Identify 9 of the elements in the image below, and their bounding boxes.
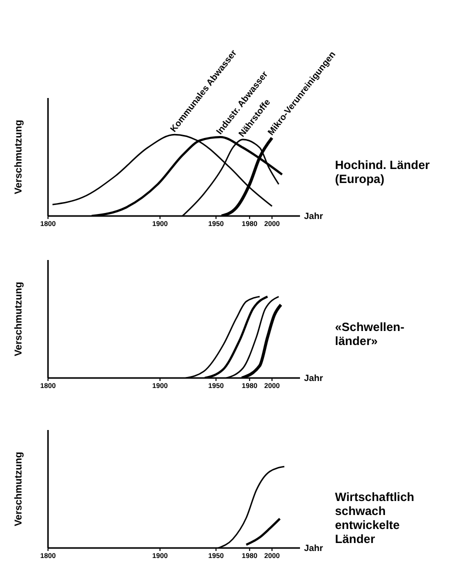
x-axis-title: Jahr [304,543,324,554]
y-axis-title: Verschmutzung [14,452,25,526]
text: Wirtschaftlich schwach entwickelte Länder [335,490,416,546]
y-axis-title: Verschmutzung [14,120,25,194]
y-axis-title: Verschmutzung [14,282,25,356]
x-axis-title: Jahr [304,211,324,222]
text: «Schwellen- länder» [335,320,406,348]
x-axis-title: Jahr [304,373,324,384]
text: Hochind. Länder (Europa) [335,158,431,186]
